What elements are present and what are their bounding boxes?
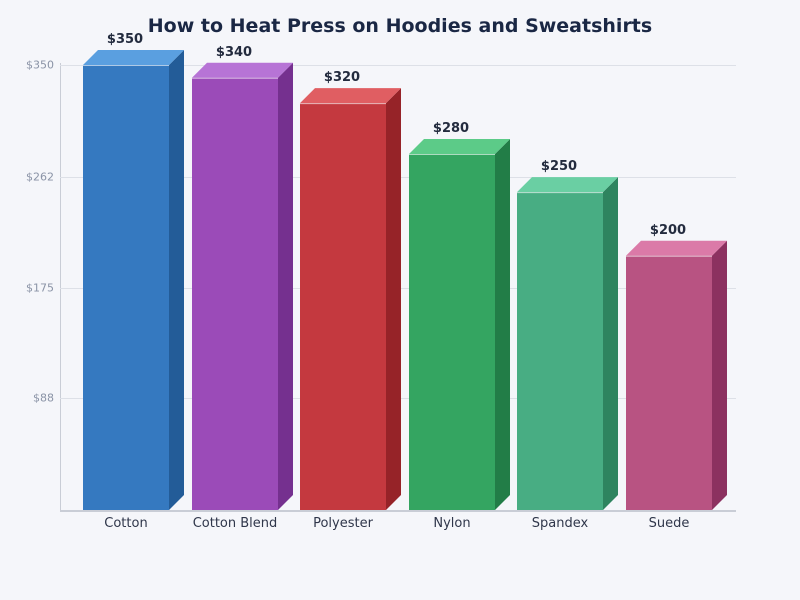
y-tick-label: $175 — [26, 281, 54, 295]
x-tick-label: Polyester — [313, 516, 373, 531]
y-tick-label: $350 — [26, 58, 54, 72]
x-tick-label: Suede — [648, 516, 690, 531]
bar-value-label: $280 — [432, 121, 470, 136]
gridline — [60, 65, 736, 66]
chart-title: How to Heat Press on Hoodies and Sweatsh… — [147, 15, 653, 37]
bar-value-label: $340 — [215, 44, 253, 60]
x-axis-line — [60, 510, 736, 512]
bar-value-label: $200 — [649, 222, 687, 238]
bar-value-label: $350 — [106, 32, 144, 47]
bar-value-label: $320 — [323, 70, 361, 86]
bar-value-label: $250 — [540, 159, 578, 175]
x-tick-label: Cotton — [104, 516, 148, 531]
x-tick-label: Cotton Blend — [192, 516, 278, 531]
x-tick-label: Spandex — [531, 516, 589, 531]
y-axis-line — [60, 63, 61, 511]
x-tick-label: Nylon — [433, 516, 471, 531]
y-tick-label: $262 — [26, 170, 54, 184]
y-tick-label: $88 — [33, 391, 54, 405]
